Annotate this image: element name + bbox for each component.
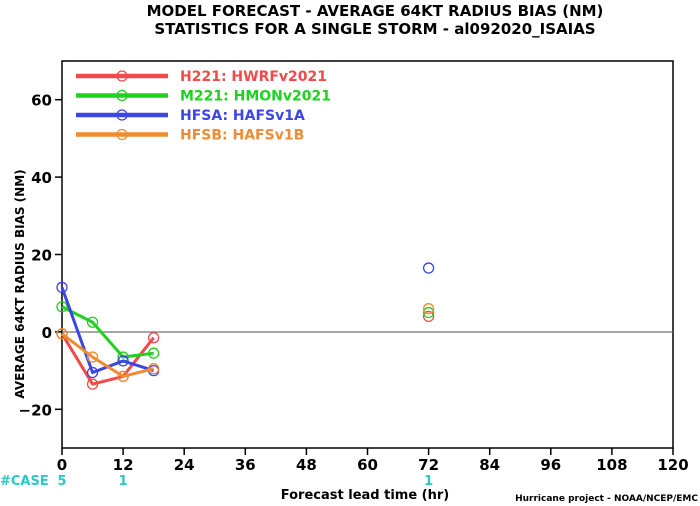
data-point bbox=[117, 370, 129, 383]
legend-marker bbox=[116, 128, 128, 141]
legend-label: H221: HWRFv2021 bbox=[180, 69, 327, 85]
chart-title-line2: STATISTICS FOR A SINGLE STORM - al092020… bbox=[154, 20, 595, 38]
legend: H221: HWRFv2021 M221: HMONv2021 HFSA: HAFS… bbox=[76, 69, 331, 144]
y-axis-ticks: −20 0 20 40 60 bbox=[19, 92, 62, 419]
series-line bbox=[61, 305, 154, 359]
legend-marker bbox=[116, 109, 128, 121]
data-point bbox=[147, 332, 160, 344]
x-axis-label: Forecast lead time (hr) bbox=[281, 488, 449, 503]
legend-label: M221: HMONv2021 bbox=[180, 89, 331, 105]
x-tick-label: 0 bbox=[57, 456, 67, 474]
plot-area bbox=[61, 60, 674, 449]
data-point bbox=[86, 316, 99, 328]
case-count: 1 bbox=[119, 474, 128, 489]
series-group bbox=[56, 303, 435, 383]
x-tick-label: 120 bbox=[657, 456, 688, 474]
data-point bbox=[56, 281, 68, 294]
case-counts: #CASE 5 1 1 bbox=[0, 474, 433, 489]
series-layer bbox=[56, 262, 435, 390]
x-tick-label: 84 bbox=[479, 456, 500, 474]
x-tick-label: 24 bbox=[174, 456, 195, 474]
x-tick-label: 36 bbox=[235, 456, 256, 474]
y-tick-label: 40 bbox=[31, 169, 52, 187]
case-count: 1 bbox=[424, 474, 433, 489]
y-axis-label: AVERAGE 64KT RADIUS BIAS (NM) bbox=[13, 169, 27, 398]
y-tick-label: 0 bbox=[42, 324, 52, 342]
legend-label: HFSB: HAFSv1B bbox=[180, 128, 304, 144]
data-point bbox=[422, 310, 435, 323]
case-label: #CASE bbox=[0, 474, 49, 489]
data-point bbox=[56, 328, 68, 340]
y-tick-label: 60 bbox=[31, 92, 52, 110]
legend-marker bbox=[116, 89, 128, 102]
x-axis-ticks: 0 12 24 36 48 60 72 84 96 108 120 bbox=[57, 448, 689, 474]
data-point bbox=[422, 262, 435, 274]
data-point bbox=[147, 363, 160, 375]
data-point bbox=[56, 301, 68, 313]
x-tick-label: 60 bbox=[357, 456, 378, 474]
data-point bbox=[86, 351, 99, 363]
data-point bbox=[147, 347, 160, 359]
credit-text: Hurricane project - NOAA/NCEP/EMC bbox=[515, 494, 698, 504]
x-tick-label: 108 bbox=[596, 456, 627, 474]
x-tick-label: 12 bbox=[113, 456, 134, 474]
series-line bbox=[60, 333, 155, 386]
data-point bbox=[86, 378, 99, 390]
x-tick-label: 96 bbox=[540, 456, 561, 474]
legend-marker bbox=[116, 70, 128, 82]
y-tick-label: 20 bbox=[31, 247, 52, 265]
chart-title-line1: MODEL FORECAST - AVERAGE 64KT RADIUS BIA… bbox=[147, 2, 604, 20]
x-tick-label: 72 bbox=[418, 456, 439, 474]
case-count: 5 bbox=[57, 474, 66, 489]
data-point bbox=[117, 355, 129, 367]
legend-label: HFSA: HAFSv1A bbox=[180, 108, 305, 124]
x-tick-label: 48 bbox=[296, 456, 317, 474]
series-line bbox=[60, 286, 155, 375]
data-point bbox=[422, 306, 435, 319]
series-group bbox=[56, 262, 435, 379]
series-group bbox=[56, 310, 435, 390]
data-point bbox=[422, 303, 435, 315]
y-tick-label: −20 bbox=[19, 401, 52, 419]
series-line bbox=[61, 332, 155, 378]
data-point bbox=[86, 366, 99, 379]
